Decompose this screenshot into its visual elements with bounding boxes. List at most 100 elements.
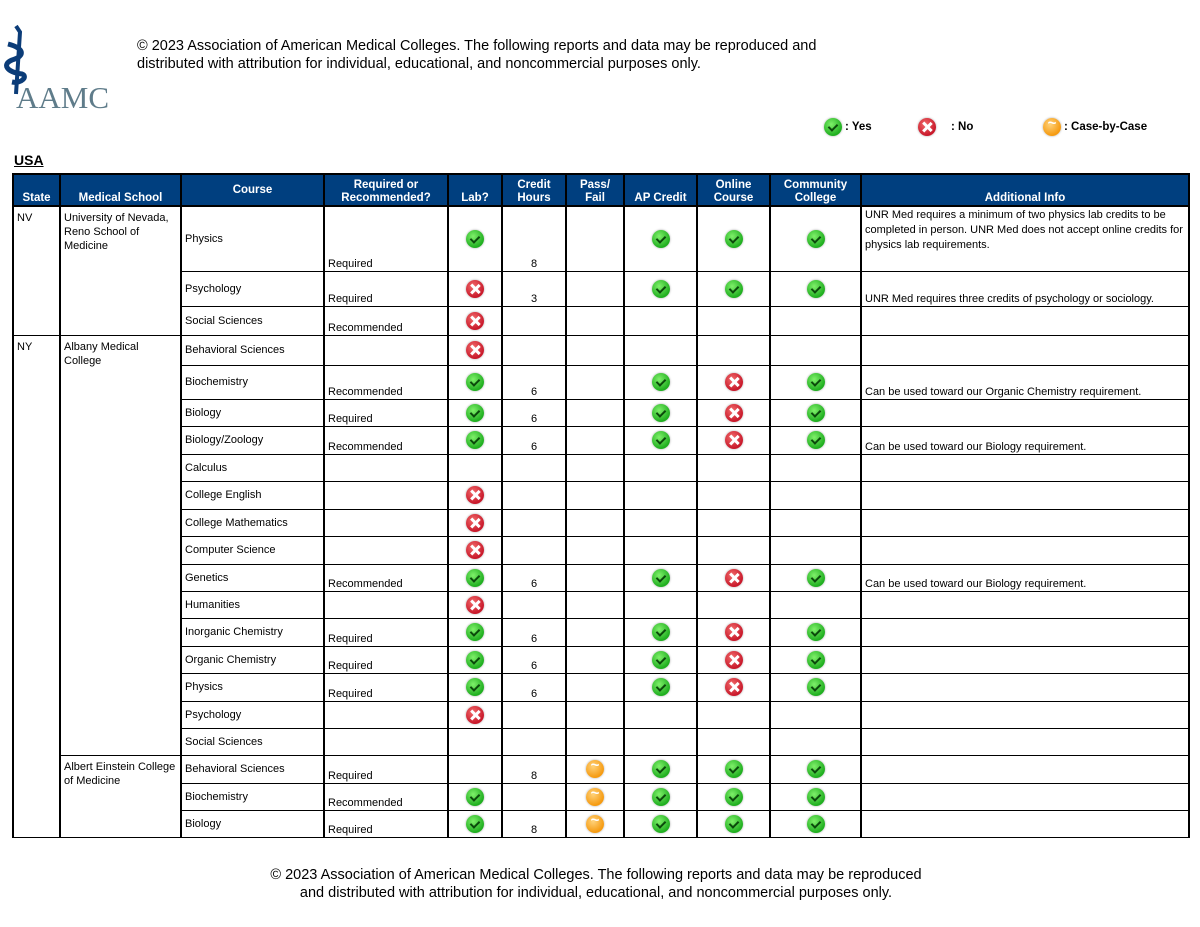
course-cell: Biochemistry xyxy=(180,365,325,400)
required-cell: Required xyxy=(323,271,449,307)
pass-fail-cell xyxy=(565,481,625,510)
course-cell: Computer Science xyxy=(180,536,325,565)
info-cell xyxy=(860,454,1190,482)
hours-cell xyxy=(501,454,567,482)
pass-fail-cell xyxy=(565,426,625,455)
yes-icon xyxy=(806,678,825,696)
yes-icon xyxy=(651,623,670,641)
online-cell xyxy=(696,810,771,838)
community-college-cell xyxy=(769,335,862,366)
yes-icon xyxy=(806,373,825,391)
info-cell: Can be used toward our Organic Chemistry… xyxy=(860,365,1190,400)
community-college-cell xyxy=(769,755,862,784)
yes-icon xyxy=(466,650,484,669)
required-cell: Recommended xyxy=(323,564,449,592)
table-row: Organic Chemistry Required 6 xyxy=(13,646,1190,674)
hours-cell: 6 xyxy=(501,564,567,592)
no-icon xyxy=(466,541,484,559)
requirements-table: State Medical School Course Required or … xyxy=(12,173,1190,838)
online-cell xyxy=(696,728,771,756)
course-cell: Biology xyxy=(180,810,325,838)
lab-cell xyxy=(447,591,503,619)
state-cell: NY xyxy=(12,335,61,838)
no-icon xyxy=(466,341,484,359)
online-cell xyxy=(696,454,771,482)
yes-icon xyxy=(806,229,825,248)
hours-cell xyxy=(501,536,567,565)
copyright-notice: © 2023 Association of American Medical C… xyxy=(137,38,817,72)
school-cell: University of Nevada, Reno School of Med… xyxy=(59,206,182,336)
community-college-cell xyxy=(769,536,862,565)
yes-icon xyxy=(466,814,484,833)
ap-cell xyxy=(623,783,698,811)
table-row: Inorganic Chemistry Required 6 xyxy=(13,618,1190,647)
required-cell xyxy=(323,728,449,756)
table-row: College Mathematics xyxy=(13,509,1190,537)
pass-fail-cell xyxy=(565,306,625,336)
community-college-cell xyxy=(769,306,862,336)
info-cell: Can be used toward our Biology requireme… xyxy=(860,564,1190,592)
hours-cell: 6 xyxy=(501,618,567,647)
pass-fail-cell xyxy=(565,673,625,702)
hours-cell xyxy=(501,481,567,510)
community-college-cell xyxy=(769,728,862,756)
pass-fail-cell xyxy=(565,701,625,729)
pass-fail-cell xyxy=(565,728,625,756)
case-by-case-icon xyxy=(586,812,604,833)
community-college-cell xyxy=(769,810,862,838)
yes-icon xyxy=(651,650,670,669)
ap-cell xyxy=(623,673,698,702)
community-college-cell xyxy=(769,673,862,702)
hours-cell: 6 xyxy=(501,365,567,400)
community-college-cell xyxy=(769,481,862,510)
table-row: Biochemistry Recommended 6 Can be used towa… xyxy=(13,365,1190,400)
lab-cell xyxy=(447,783,503,811)
info-cell xyxy=(860,810,1190,838)
col-school: Medical School xyxy=(59,173,182,207)
no-icon xyxy=(724,373,743,391)
yes-icon xyxy=(466,678,484,696)
state-cell: NV xyxy=(12,206,61,336)
table-row: Biology Required 8 xyxy=(13,810,1190,838)
course-cell: Biology xyxy=(180,399,325,427)
table-row: College English xyxy=(13,481,1190,510)
yes-icon xyxy=(806,650,825,669)
online-cell xyxy=(696,399,771,427)
online-cell xyxy=(696,673,771,702)
ap-cell xyxy=(623,701,698,729)
info-cell xyxy=(860,728,1190,756)
online-cell xyxy=(696,306,771,336)
pass-fail-cell xyxy=(565,399,625,427)
ap-cell xyxy=(623,365,698,400)
online-cell xyxy=(696,646,771,674)
ap-cell xyxy=(623,271,698,307)
ap-cell xyxy=(623,536,698,565)
yes-icon xyxy=(466,623,484,641)
table-row: Physics Required 6 xyxy=(13,673,1190,702)
online-cell xyxy=(696,618,771,647)
hours-cell: 6 xyxy=(501,673,567,702)
course-cell: Social Sciences xyxy=(180,728,325,756)
lab-cell xyxy=(447,728,503,756)
pass-fail-cell xyxy=(565,755,625,784)
table-row: Genetics Recommended 6 Can be used toward o… xyxy=(13,564,1190,592)
course-cell: Social Sciences xyxy=(180,306,325,336)
info-cell xyxy=(860,783,1190,811)
no-icon xyxy=(466,311,484,330)
pass-fail-cell xyxy=(565,810,625,838)
community-college-cell xyxy=(769,618,862,647)
info-cell xyxy=(860,755,1190,784)
lab-cell xyxy=(447,564,503,592)
info-cell xyxy=(860,399,1190,427)
no-icon xyxy=(918,118,936,136)
table-row: Social Sciences xyxy=(13,728,1190,756)
pass-fail-cell xyxy=(565,365,625,400)
pass-fail-cell xyxy=(565,335,625,366)
lab-cell xyxy=(447,271,503,307)
required-cell xyxy=(323,335,449,366)
yes-icon xyxy=(724,229,743,248)
pass-fail-cell xyxy=(565,454,625,482)
no-icon xyxy=(724,650,743,669)
lab-cell xyxy=(447,426,503,455)
no-icon xyxy=(724,403,743,422)
